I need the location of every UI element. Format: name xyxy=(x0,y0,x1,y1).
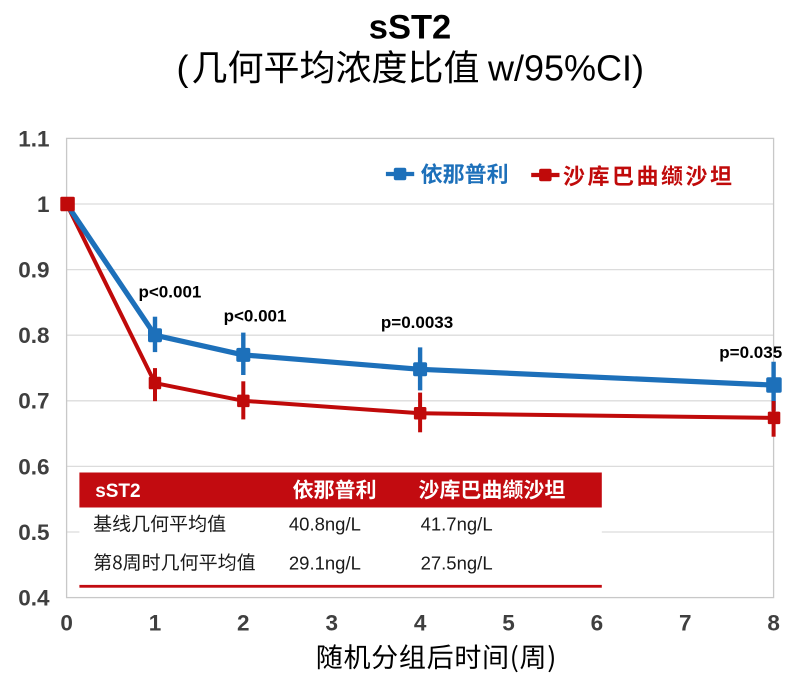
svg-text:w/95%CI): w/95%CI) xyxy=(487,48,644,89)
svg-text:0.5: 0.5 xyxy=(18,520,49,545)
svg-text:41.7ng/L: 41.7ng/L xyxy=(421,514,493,535)
svg-text:29.1ng/L: 29.1ng/L xyxy=(289,552,361,573)
svg-text:1.1: 1.1 xyxy=(18,126,49,151)
svg-text:3: 3 xyxy=(325,611,338,636)
svg-text:5: 5 xyxy=(502,611,515,636)
svg-text:p<0.001: p<0.001 xyxy=(139,282,202,301)
svg-text:27.5ng/L: 27.5ng/L xyxy=(421,552,493,573)
svg-text:p=0.0033: p=0.0033 xyxy=(381,313,453,332)
svg-text:p<0.001: p<0.001 xyxy=(224,306,287,325)
svg-text:0.9: 0.9 xyxy=(18,258,49,283)
svg-text:2: 2 xyxy=(237,611,250,636)
svg-text:0: 0 xyxy=(60,611,73,636)
svg-text:1: 1 xyxy=(37,192,50,217)
svg-text:(: ( xyxy=(177,48,189,89)
svg-text:4: 4 xyxy=(414,611,427,636)
svg-text:sST2: sST2 xyxy=(95,481,140,502)
svg-text:6: 6 xyxy=(591,611,604,636)
svg-text:0.7: 0.7 xyxy=(18,389,49,414)
svg-text:0.8: 0.8 xyxy=(18,323,49,348)
svg-text:1: 1 xyxy=(149,611,162,636)
svg-text:0.6: 0.6 xyxy=(18,454,49,479)
svg-text:40.8ng/L: 40.8ng/L xyxy=(289,514,361,535)
svg-text:0.4: 0.4 xyxy=(18,586,50,611)
svg-text:p=0.035: p=0.035 xyxy=(719,343,782,362)
svg-text:7: 7 xyxy=(679,611,692,636)
svg-text:sST2: sST2 xyxy=(369,8,451,46)
svg-text:8: 8 xyxy=(767,611,780,636)
